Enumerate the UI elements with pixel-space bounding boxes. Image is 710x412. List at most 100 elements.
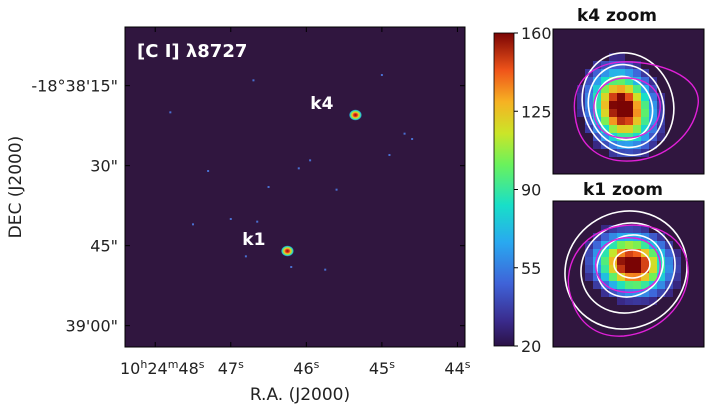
zoom-pixel: [553, 117, 562, 126]
zoom-pixel: [577, 101, 586, 110]
zoom-pixel: [569, 233, 578, 242]
zoom-pixel: [585, 225, 594, 234]
zoom-pixel: [601, 109, 610, 118]
zoom-pixel: [633, 37, 642, 46]
zoom-pixel: [577, 313, 586, 322]
zoom-pixel: [577, 117, 586, 126]
zoom-pixel: [593, 225, 602, 234]
zoom-pixel: [649, 157, 658, 166]
zoom-pixel: [617, 201, 626, 210]
x-tick-unit: s: [465, 358, 471, 371]
zoom-pixel: [593, 117, 602, 126]
zoom-pixel: [633, 321, 642, 330]
zoom-pixel: [585, 249, 594, 258]
zoom-pixel: [601, 233, 610, 242]
zoom-pixel: [641, 337, 650, 346]
zoom-pixel: [633, 201, 642, 210]
zoom-pixel: [577, 61, 586, 70]
zoom-pixel: [609, 233, 618, 242]
zoom-pixel: [681, 165, 690, 174]
zoom-pixel: [681, 209, 690, 218]
y-tick-label: -18°38'15": [31, 77, 118, 96]
zoom-pixel: [577, 125, 586, 134]
zoom-pixel: [673, 297, 682, 306]
zoom-pixel: [569, 141, 578, 150]
zoom-pixel: [673, 125, 682, 134]
zoom-pixel: [649, 265, 658, 274]
zoom-pixel: [601, 265, 610, 274]
zoom-pixel: [625, 85, 634, 94]
zoom-pixel: [641, 45, 650, 54]
zoom-pixel: [609, 93, 618, 102]
zoom-pixel: [649, 77, 658, 86]
zoom-pixel: [617, 281, 626, 290]
zoom-pixel: [601, 289, 610, 298]
zoom-pixel: [561, 233, 570, 242]
zoom-pixel: [569, 249, 578, 258]
zoom-pixel: [665, 45, 674, 54]
zoom-pixel: [561, 109, 570, 118]
zoom-pixel: [569, 281, 578, 290]
zoom-pixel: [593, 281, 602, 290]
zoom-pixel: [585, 337, 594, 346]
zoom-pixel: [633, 217, 642, 226]
zoom-pixel: [649, 289, 658, 298]
zoom-pixel: [609, 45, 618, 54]
zoom-pixel: [585, 53, 594, 62]
zoom-pixel: [585, 141, 594, 150]
zoom-pixel: [569, 209, 578, 218]
zoom-pixel: [625, 77, 634, 86]
zoom-pixel: [593, 77, 602, 86]
zoom-pixel: [665, 69, 674, 78]
zoom-pixel: [569, 337, 578, 346]
zoom-pixel: [553, 337, 562, 346]
noise-point: [403, 132, 406, 135]
zoom-pixel: [681, 109, 690, 118]
zoom-pixel: [673, 157, 682, 166]
zoom-pixel: [649, 141, 658, 150]
zoom-pixel: [593, 321, 602, 330]
zoom-pixel: [681, 101, 690, 110]
zoom-pixel: [569, 85, 578, 94]
k1-zoom-contours: [564, 210, 689, 337]
zoom-pixel: [633, 45, 642, 54]
source-blob-k1: [280, 245, 294, 257]
zoom-pixel: [593, 53, 602, 62]
zoom-pixel: [585, 217, 594, 226]
zoom-pixel: [553, 249, 562, 258]
x-tick-label: 47s: [218, 358, 244, 379]
zoom-pixel: [665, 37, 674, 46]
zoom-pixel: [657, 93, 666, 102]
x-tick-unit: s: [199, 358, 205, 371]
zoom-pixel: [641, 109, 650, 118]
zoom-pixel: [585, 45, 594, 54]
zoom-pixel: [617, 265, 626, 274]
zoom-pixel: [609, 297, 618, 306]
zoom-pixel: [617, 77, 626, 86]
zoom-pixel: [681, 305, 690, 314]
zoom-pixel: [577, 225, 586, 234]
zoom-pixel: [689, 289, 698, 298]
k1-contour-magenta-inner: [595, 237, 661, 293]
zoom-pixel: [689, 93, 698, 102]
zoom-pixel: [689, 257, 698, 266]
zoom-pixel: [649, 313, 658, 322]
zoom-pixel: [553, 101, 562, 110]
zoom-pixel: [689, 329, 698, 338]
zoom-pixel: [553, 165, 562, 174]
zoom-pixel: [665, 337, 674, 346]
zoom-pixel: [553, 297, 562, 306]
zoom-pixel: [561, 305, 570, 314]
zoom-pixel: [641, 29, 650, 38]
zoom-pixel: [593, 249, 602, 258]
zoom-pixel: [585, 265, 594, 274]
zoom-pixel: [665, 249, 674, 258]
x-tick-unit: s: [389, 358, 395, 371]
zoom-pixel: [649, 249, 658, 258]
zoom-pixel: [569, 313, 578, 322]
zoom-pixel: [569, 289, 578, 298]
zoom-pixel: [689, 321, 698, 330]
zoom-pixel: [633, 61, 642, 70]
zoom-pixel: [617, 37, 626, 46]
zoom-pixel: [681, 53, 690, 62]
